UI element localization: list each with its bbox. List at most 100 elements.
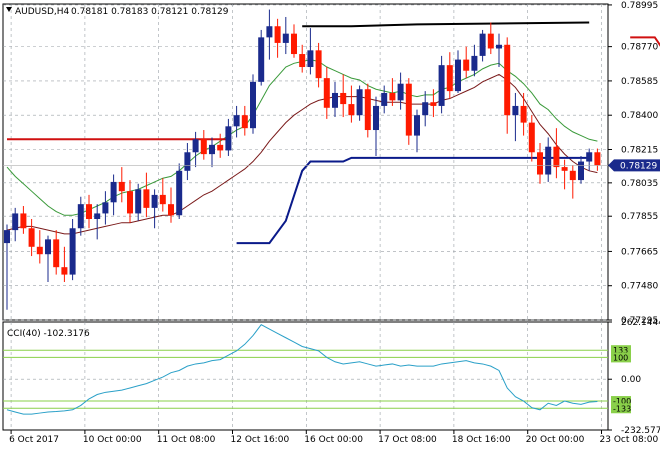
- candle-body: [258, 37, 265, 82]
- candle-body: [45, 239, 51, 255]
- cci-level-tag: [611, 352, 631, 363]
- candle-body: [151, 194, 158, 208]
- symbol-label: AUDUSD,H4: [15, 7, 70, 17]
- candle-body: [184, 152, 191, 171]
- current-price-label: 0.78129: [620, 161, 657, 171]
- candle-body: [225, 126, 232, 151]
- candle-body: [315, 50, 322, 79]
- candle-body: [135, 189, 142, 214]
- ma-dark-line: [6, 73, 598, 235]
- price-tick-label: 0.77855: [621, 212, 658, 222]
- cci-polyline: [6, 324, 598, 415]
- price-tick-label: 0.78585: [621, 77, 658, 87]
- candle-body: [430, 102, 437, 106]
- time-tick-label: 10 Oct 00:00: [83, 435, 142, 445]
- candle-body: [487, 33, 494, 49]
- time-tick-label: 6 Oct 2017: [9, 435, 59, 445]
- candle-body: [307, 50, 314, 68]
- candle-body: [69, 228, 76, 275]
- candle-body: [299, 54, 306, 68]
- candle-body: [463, 59, 470, 71]
- cci-tick-label: -232.5779: [621, 426, 660, 436]
- time-tick-label: 18 Oct 16:00: [452, 435, 511, 445]
- dropdown-triangle-icon[interactable]: [6, 7, 12, 12]
- candle-body: [12, 213, 19, 231]
- candle-body: [200, 139, 207, 155]
- candle-body: [77, 204, 84, 229]
- candle-body: [127, 191, 133, 214]
- candle-body: [143, 189, 150, 208]
- cci-tick-label: 262.1444: [621, 318, 660, 328]
- candle-body: [323, 78, 330, 108]
- candle-body: [20, 213, 27, 229]
- candle-body: [496, 44, 502, 49]
- price-tick-label: 0.77480: [621, 282, 658, 292]
- cci-levels: [3, 349, 608, 409]
- candle-body: [348, 104, 355, 116]
- candle-body: [118, 181, 125, 192]
- candle-body: [422, 102, 429, 116]
- candle-body: [241, 115, 248, 129]
- cci-tick-label: 100: [613, 353, 628, 362]
- candle-body: [414, 115, 420, 136]
- candle-body: [586, 152, 593, 162]
- candles: [4, 9, 601, 310]
- candle-body: [578, 161, 584, 181]
- candle-body: [209, 144, 215, 155]
- blue-support-line: [236, 156, 590, 245]
- candle-body: [545, 146, 552, 175]
- cci-tick-label: 133: [613, 346, 628, 355]
- candle-body: [340, 92, 347, 105]
- time-tick-label: 17 Oct 08:00: [378, 435, 437, 445]
- candle-body: [405, 83, 412, 136]
- candle-body: [504, 44, 511, 116]
- cci-tick-label: 0.00: [621, 375, 641, 385]
- candle-body: [266, 26, 273, 38]
- candle-body: [455, 59, 461, 92]
- cci-tick-label: -100: [613, 397, 631, 406]
- candle-body: [397, 83, 404, 101]
- level-lines: [7, 21, 660, 245]
- candle-body: [332, 92, 338, 108]
- candle-body: [94, 213, 101, 219]
- candle-body: [479, 33, 486, 56]
- candle-body: [282, 33, 289, 43]
- price-tick-label: 0.78035: [621, 179, 658, 189]
- price-tick-label: 0.78995: [621, 1, 658, 11]
- ohlc-readout: 0.78181 0.78183 0.78121 0.78129: [71, 7, 229, 17]
- candle-body: [28, 228, 35, 247]
- candle-body: [364, 89, 371, 131]
- candle-body: [594, 152, 601, 166]
- candle-body: [553, 146, 560, 168]
- candle-body: [512, 105, 519, 116]
- candle-body: [53, 239, 60, 268]
- candle-body: [36, 246, 43, 255]
- price-tick-label: 0.78215: [621, 145, 658, 155]
- price-tick-label: 0.78770: [621, 43, 658, 53]
- candle-body: [110, 181, 117, 203]
- candle-body: [274, 26, 281, 43]
- time-axis: 6 Oct 2017 10 Oct 00:00 11 Oct 08:00 12 Oct…: [9, 430, 658, 445]
- candle-body: [4, 230, 10, 244]
- cci-level-tag: [611, 345, 631, 356]
- price-axis: 0.78995 0.78770 0.78585 0.78400 0.78215 0.780…: [3, 1, 660, 326]
- time-tick-label: 20 Oct 00:00: [526, 435, 585, 445]
- candle-body: [561, 167, 568, 171]
- time-tick-label: 23 Oct 08:00: [600, 435, 659, 445]
- candle-body: [520, 105, 527, 123]
- price-tick-label: 0.78400: [621, 111, 658, 121]
- cci-line: [6, 324, 598, 415]
- red-level-2-line: [630, 36, 660, 47]
- candle-body: [176, 170, 183, 216]
- indicator-panel-frame: [2, 321, 609, 431]
- candle-body: [389, 92, 396, 101]
- cci-level-tag: [611, 403, 631, 414]
- candle-body: [217, 144, 224, 151]
- cci-tick-label: -133: [613, 404, 631, 413]
- candle-body: [373, 105, 379, 131]
- candle-body: [102, 202, 109, 214]
- candle-body: [537, 152, 543, 175]
